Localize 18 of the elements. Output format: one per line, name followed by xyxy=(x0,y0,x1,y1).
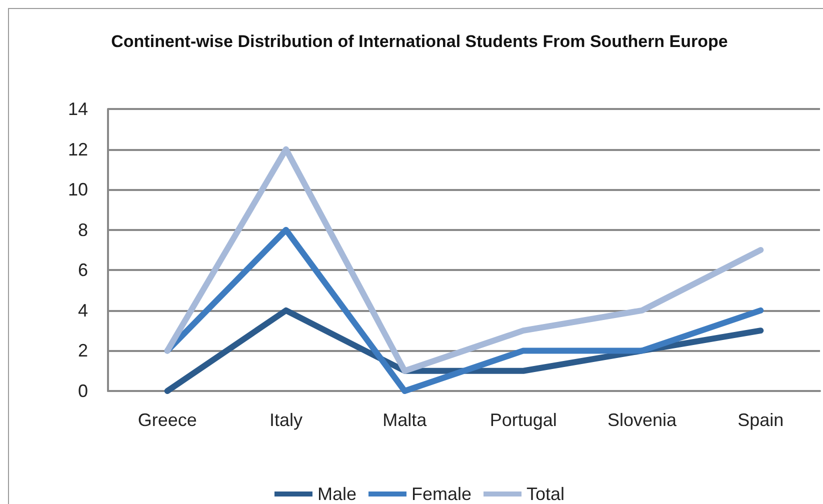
chart-title: Continent-wise Distribution of International Students From Southern Europe xyxy=(111,32,728,51)
y-tick-label: 8 xyxy=(78,220,88,240)
legend-label: Female xyxy=(411,484,472,504)
y-tick-label: 2 xyxy=(78,340,88,361)
y-tick-label: 4 xyxy=(78,300,88,320)
y-tick-label: 0 xyxy=(78,381,88,401)
x-tick-label: Spain xyxy=(738,410,784,430)
legend-label: Male xyxy=(317,484,356,504)
x-tick-label: Slovenia xyxy=(607,410,678,430)
y-tick-label: 12 xyxy=(68,139,88,160)
legend-label: Total xyxy=(526,484,565,504)
x-tick-label: Greece xyxy=(138,410,197,430)
x-tick-label: Portugal xyxy=(490,410,557,430)
y-tick-label: 14 xyxy=(68,99,88,119)
y-tick-label: 6 xyxy=(78,260,88,280)
y-tick-label: 10 xyxy=(68,180,88,200)
x-tick-label: Italy xyxy=(269,410,303,430)
x-tick-label: Malta xyxy=(382,410,428,430)
